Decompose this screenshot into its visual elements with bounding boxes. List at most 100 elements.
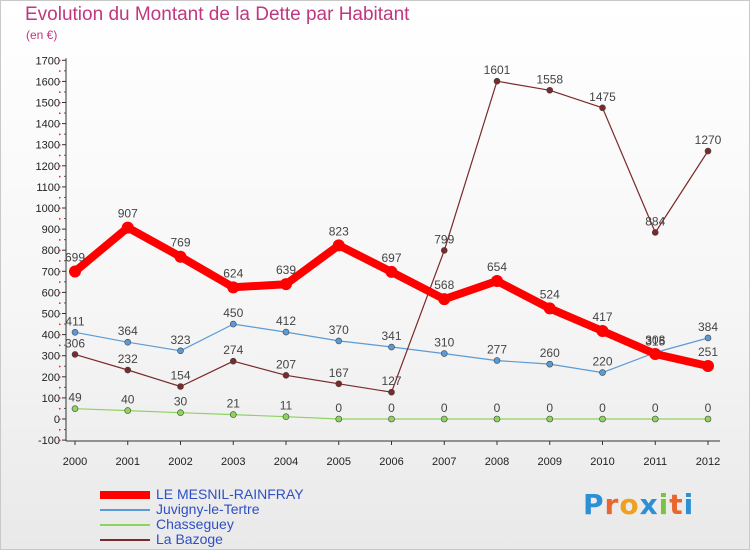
data-label: 699 — [65, 251, 85, 265]
data-point — [71, 328, 79, 336]
legend-label: Chasseguey — [156, 516, 234, 532]
data-label: 417 — [592, 310, 612, 324]
y-axis-mark — [59, 80, 61, 83]
y-axis-mark — [59, 196, 61, 199]
data-point — [282, 413, 290, 420]
data-point — [440, 350, 448, 357]
data-point — [388, 343, 395, 351]
legend-swatch — [100, 508, 150, 511]
x-tick-label: 2008 — [485, 456, 509, 468]
logo-letter: t — [669, 488, 684, 521]
logo-letter: i — [658, 488, 670, 521]
chart-subtitle: (en €) — [26, 28, 58, 42]
data-label: 1601 — [484, 63, 511, 77]
y-axis-mark — [59, 313, 61, 315]
data-label: 568 — [434, 278, 454, 292]
data-point — [546, 86, 554, 94]
data-label: 49 — [68, 391, 82, 405]
data-label: 310 — [434, 336, 454, 350]
data-point — [493, 415, 501, 423]
data-label: 0 — [388, 401, 395, 415]
x-tick-label: 2011 — [643, 456, 667, 468]
data-label: 769 — [170, 236, 190, 250]
data-point — [385, 265, 398, 278]
data-point — [335, 337, 343, 345]
logo-letter: o — [619, 488, 640, 521]
data-label: 450 — [223, 306, 243, 320]
data-point — [124, 407, 132, 414]
legend-label: LE MESNIL-RAINFRAY — [156, 486, 304, 502]
data-point — [177, 409, 184, 416]
x-tick-label: 2010 — [590, 456, 614, 468]
data-label: 306 — [65, 336, 85, 350]
data-label: 1475 — [589, 90, 616, 104]
x-tick-label: 2007 — [432, 456, 456, 468]
data-label: 207 — [276, 357, 296, 371]
y-axis-mark — [59, 239, 61, 241]
data-label: 315 — [645, 335, 665, 349]
data-label: 1558 — [536, 72, 563, 86]
y-axis-mark — [59, 70, 61, 72]
data-label: 0 — [546, 401, 553, 415]
data-point — [493, 357, 501, 364]
y-axis-mark — [59, 365, 61, 368]
y-axis-mark — [59, 218, 61, 220]
y-tick-label: 600 — [42, 287, 60, 299]
legend-swatch — [100, 538, 150, 541]
logo-letter: P — [583, 488, 605, 521]
data-point — [596, 325, 609, 338]
data-point — [388, 415, 395, 423]
y-tick-label: -100 — [38, 435, 60, 447]
data-point — [704, 147, 712, 155]
data-point — [704, 415, 712, 423]
data-point — [124, 338, 132, 346]
data-point — [704, 334, 712, 342]
data-point — [649, 348, 662, 361]
data-label: 274 — [223, 343, 243, 357]
y-axis-mark — [59, 59, 61, 62]
data-point — [651, 229, 659, 236]
y-axis-mark — [59, 144, 61, 146]
y-tick-label: 100 — [42, 393, 60, 405]
y-axis-mark — [59, 112, 61, 115]
data-point — [332, 239, 345, 252]
x-tick-label: 2012 — [696, 456, 720, 468]
legend-swatch — [100, 523, 150, 526]
data-label: 251 — [698, 345, 718, 359]
data-point — [177, 383, 184, 390]
data-point — [280, 278, 292, 291]
logo-letter: r — [604, 488, 620, 521]
y-axis-mark — [59, 91, 61, 93]
y-axis-mark — [59, 323, 61, 326]
y-axis-mark — [59, 123, 61, 125]
x-tick-label: 2000 — [63, 456, 87, 468]
y-tick-label: 1200 — [36, 161, 60, 173]
data-point — [335, 380, 343, 388]
y-tick-label: 1400 — [36, 119, 60, 131]
data-label: 277 — [487, 343, 507, 357]
data-label: 524 — [540, 287, 560, 301]
data-point — [440, 247, 448, 254]
data-label: 220 — [592, 355, 612, 369]
y-axis-mark — [59, 397, 61, 399]
data-label: 0 — [599, 401, 606, 415]
data-point — [71, 351, 79, 358]
proxiti-logo: Proxiti — [583, 488, 694, 521]
data-label: 907 — [118, 207, 138, 221]
data-label: 260 — [540, 346, 560, 360]
y-axis-mark — [59, 334, 61, 336]
y-tick-label: 1000 — [36, 203, 60, 215]
data-point — [229, 320, 237, 328]
x-tick-label: 2005 — [327, 456, 351, 468]
data-label: 0 — [705, 401, 712, 415]
y-tick-label: 1600 — [36, 76, 60, 88]
data-label: 154 — [170, 369, 190, 383]
data-label: 167 — [329, 366, 349, 380]
y-axis-mark — [59, 133, 61, 136]
y-axis-mark — [59, 407, 61, 410]
y-axis-mark — [59, 355, 61, 357]
data-point — [388, 388, 395, 396]
data-point — [493, 77, 501, 85]
